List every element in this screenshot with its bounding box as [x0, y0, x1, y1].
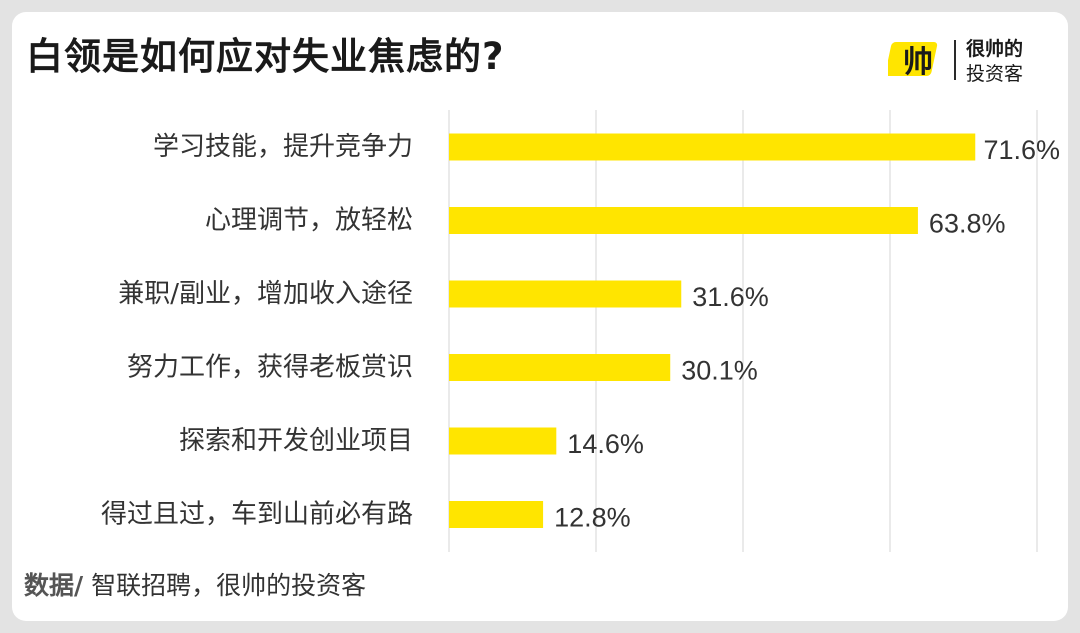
- bar: [449, 427, 557, 455]
- brand-logo-icon: 帅: [888, 42, 938, 80]
- bar: [449, 133, 976, 161]
- category-label: 心理调节，放轻松: [205, 206, 413, 236]
- data-source: 数据/ 智联招聘，很帅的投资客: [24, 566, 366, 602]
- value-label: 14.6%: [567, 429, 644, 459]
- logo-divider: [954, 40, 956, 80]
- value-label: 63.8%: [929, 209, 1006, 239]
- source-text: 智联招聘，很帅的投资客: [83, 571, 367, 600]
- value-label: 30.1%: [681, 356, 758, 386]
- category-label: 得过且过，车到山前必有路: [101, 500, 413, 530]
- bar: [449, 354, 671, 381]
- category-label: 探索和开发创业项目: [179, 426, 413, 456]
- chart-title: 白领是如何应对失业焦虑的?: [26, 35, 505, 78]
- brand-logo: 帅 很帅的 投资客: [888, 32, 1058, 92]
- category-label: 学习技能，提升竞争力: [153, 132, 413, 162]
- source-label: 数据/: [24, 571, 84, 600]
- brand-name: 很帅的: [966, 38, 1024, 60]
- category-labels: 学习技能，提升竞争力心理调节，放轻松兼职/副业，增加收入途径努力工作，获得老板赏…: [101, 132, 413, 530]
- gridlines: [448, 110, 1038, 552]
- bar: [449, 207, 918, 234]
- brand-subtitle: 投资客: [966, 63, 1024, 85]
- bar: [449, 280, 682, 308]
- bars: [449, 133, 976, 528]
- value-label: 31.6%: [692, 282, 769, 312]
- value-labels: 71.6% 63.8% 31.6% 30.1% 14.6% 12.8%: [554, 135, 1060, 533]
- category-label: 努力工作，获得老板赏识: [127, 353, 413, 383]
- value-label: 71.6%: [983, 135, 1060, 165]
- bar: [449, 501, 544, 528]
- value-label: 12.8%: [554, 503, 631, 533]
- brand-logo-mark-text: 帅: [903, 45, 933, 80]
- category-label: 兼职/副业，增加收入途径: [118, 279, 413, 309]
